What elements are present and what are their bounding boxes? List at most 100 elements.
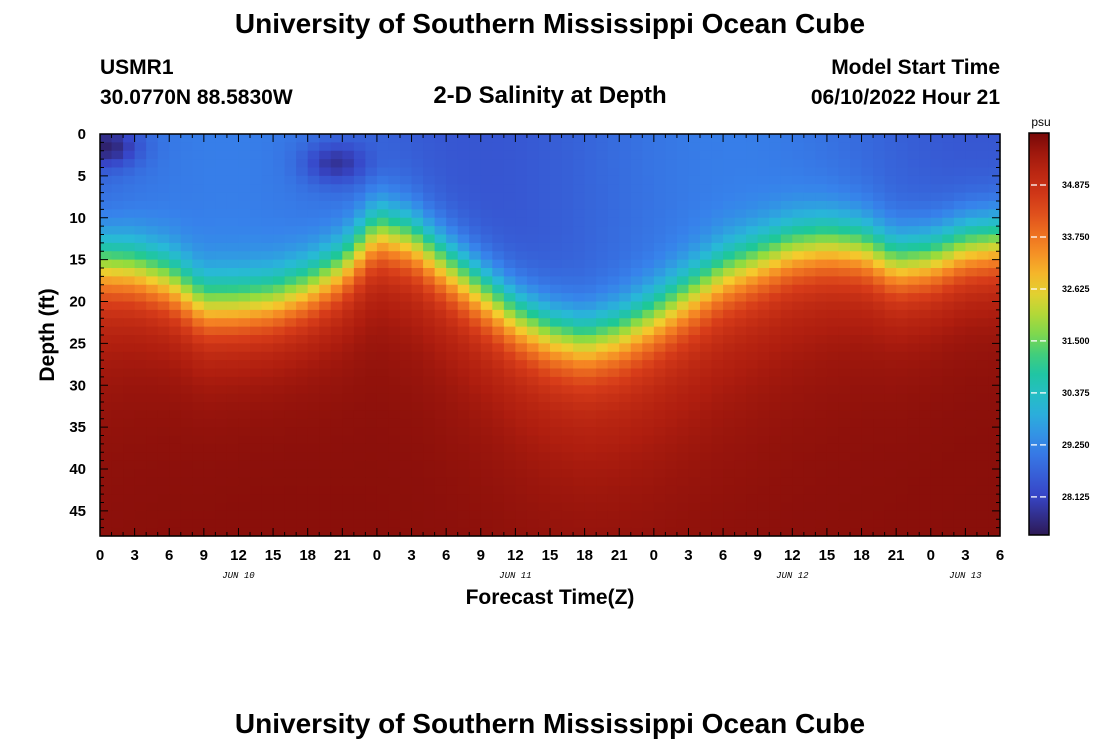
heatmap-cell bbox=[988, 402, 1001, 411]
heatmap-cell bbox=[480, 418, 493, 428]
heatmap-cell bbox=[584, 326, 597, 336]
heatmap-cell bbox=[700, 510, 713, 520]
heatmap-cell bbox=[296, 217, 309, 227]
heatmap-cell bbox=[423, 318, 436, 328]
heatmap-cell bbox=[826, 150, 840, 160]
heatmap-cell bbox=[861, 376, 874, 386]
heatmap-cell bbox=[215, 469, 228, 478]
heatmap-cell bbox=[792, 326, 805, 336]
heatmap-cell bbox=[480, 268, 493, 277]
heatmap-cell bbox=[930, 159, 943, 169]
heatmap-cell bbox=[261, 402, 274, 411]
heatmap-cell bbox=[273, 510, 286, 520]
heatmap-cell bbox=[342, 142, 355, 152]
heatmap-cell bbox=[919, 376, 932, 386]
heatmap-cell bbox=[665, 150, 678, 160]
heatmap-cell bbox=[942, 142, 955, 152]
heatmap-cell bbox=[261, 217, 274, 227]
heatmap-cell bbox=[965, 477, 978, 487]
heatmap-cell bbox=[596, 268, 609, 277]
heatmap-cell bbox=[215, 494, 228, 504]
heatmap-cell bbox=[907, 510, 920, 520]
heatmap-cell bbox=[965, 134, 978, 143]
heatmap-cell bbox=[284, 134, 297, 143]
heatmap-cell bbox=[803, 452, 816, 462]
heatmap-cell bbox=[930, 326, 943, 336]
heatmap-cell bbox=[826, 209, 840, 219]
heatmap-cell bbox=[711, 142, 724, 152]
heatmap-cell bbox=[307, 142, 320, 152]
heatmap-cell bbox=[746, 477, 759, 487]
heatmap-cell bbox=[676, 469, 690, 478]
heatmap-cell bbox=[584, 209, 597, 219]
heatmap-cell bbox=[607, 410, 620, 420]
heatmap-cell bbox=[330, 284, 343, 294]
heatmap-cell bbox=[815, 427, 828, 437]
heatmap-cell bbox=[492, 435, 505, 445]
heatmap-cell bbox=[700, 293, 713, 303]
heatmap-cell bbox=[226, 142, 240, 152]
heatmap-cell bbox=[388, 242, 401, 252]
heatmap-cell bbox=[700, 326, 713, 336]
heatmap-cell bbox=[273, 318, 286, 328]
heatmap-cell bbox=[792, 402, 805, 411]
heatmap-cell bbox=[296, 368, 309, 378]
heatmap-cell bbox=[123, 142, 136, 152]
heatmap-cell bbox=[203, 376, 216, 386]
heatmap-cell bbox=[457, 276, 470, 286]
heatmap-cell bbox=[376, 150, 390, 160]
heatmap-cell bbox=[169, 268, 182, 277]
heatmap-cell bbox=[896, 276, 909, 286]
heatmap-cell bbox=[342, 293, 355, 303]
heatmap-cell bbox=[988, 234, 1001, 244]
heatmap-cell bbox=[596, 217, 609, 227]
heatmap-cell bbox=[480, 452, 493, 462]
heatmap-cell bbox=[111, 460, 124, 470]
heatmap-cell bbox=[850, 418, 863, 428]
heatmap-cell bbox=[226, 217, 240, 227]
heatmap-cell bbox=[330, 360, 343, 370]
heatmap-cell bbox=[480, 309, 493, 319]
heatmap-cell bbox=[757, 142, 770, 152]
heatmap-cell bbox=[607, 376, 620, 386]
heatmap-cell bbox=[388, 226, 401, 236]
heatmap-cell bbox=[896, 469, 909, 478]
heatmap-cell bbox=[596, 469, 609, 478]
heatmap-cell bbox=[919, 385, 932, 395]
heatmap-cell bbox=[388, 418, 401, 428]
heatmap-cell bbox=[469, 159, 482, 169]
heatmap-cell bbox=[180, 268, 193, 277]
station-id: USMR1 bbox=[100, 56, 174, 79]
heatmap-cell bbox=[307, 217, 320, 227]
heatmap-cell bbox=[665, 293, 678, 303]
heatmap-cell bbox=[907, 326, 920, 336]
heatmap-cell bbox=[215, 150, 228, 160]
heatmap-cell bbox=[561, 376, 574, 386]
heatmap-cell bbox=[769, 443, 782, 453]
colorbar-tick-label: 29.250 bbox=[1062, 440, 1090, 450]
heatmap-cell bbox=[423, 427, 436, 437]
heatmap-cell bbox=[342, 343, 355, 353]
heatmap-cell bbox=[665, 159, 678, 169]
heatmap-cell bbox=[411, 184, 424, 194]
heatmap-cell bbox=[942, 226, 955, 236]
heatmap-cell bbox=[423, 460, 436, 470]
heatmap-cell bbox=[861, 217, 874, 227]
heatmap-cell bbox=[607, 343, 620, 353]
heatmap-cell bbox=[676, 234, 690, 244]
heatmap-cell bbox=[711, 494, 724, 504]
heatmap-cell bbox=[757, 175, 770, 185]
x-tick-label: 21 bbox=[334, 547, 351, 564]
heatmap-cell bbox=[850, 293, 863, 303]
heatmap-cell bbox=[757, 301, 770, 311]
heatmap-cell bbox=[653, 485, 666, 495]
heatmap-cell bbox=[607, 402, 620, 411]
heatmap-cell bbox=[584, 343, 597, 353]
heatmap-cell bbox=[780, 301, 793, 311]
heatmap-cell bbox=[550, 410, 563, 420]
heatmap-cell bbox=[573, 293, 586, 303]
heatmap-cell bbox=[503, 360, 516, 370]
heatmap-cell bbox=[353, 251, 366, 261]
heatmap-cell bbox=[503, 242, 516, 252]
heatmap-cell bbox=[826, 293, 840, 303]
